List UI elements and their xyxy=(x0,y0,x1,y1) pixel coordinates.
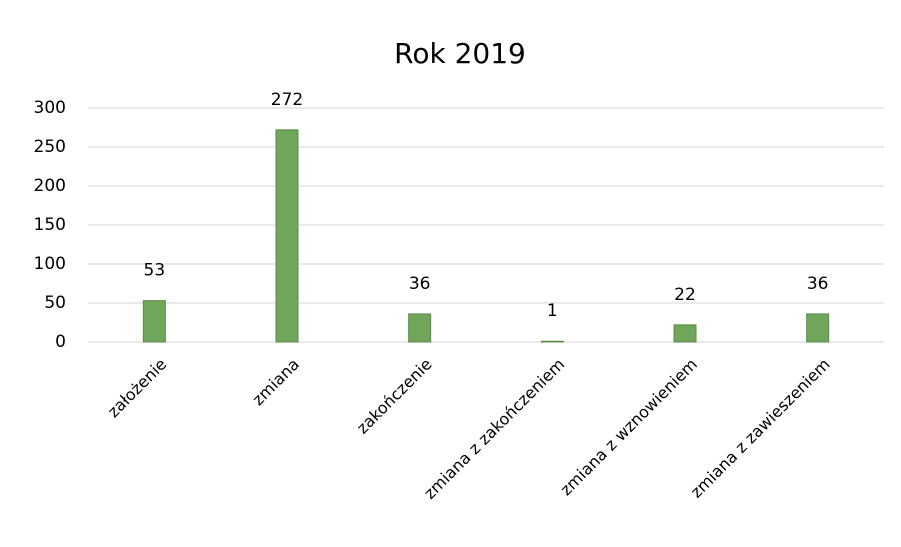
x-tick-label: zmiana xyxy=(248,355,303,410)
value-label: 1 xyxy=(547,301,558,321)
value-label: 53 xyxy=(144,261,166,281)
bar xyxy=(275,129,299,343)
y-tick-label: 300 xyxy=(34,98,66,118)
y-tick-label: 150 xyxy=(34,215,66,235)
x-tick-label: założenie xyxy=(104,355,171,422)
y-tick-label: 200 xyxy=(34,176,66,196)
x-tick-label: zmiana z zakończeniem xyxy=(420,355,568,503)
chart-title: Rok 2019 xyxy=(394,37,526,70)
y-tick-label: 100 xyxy=(34,254,66,274)
value-label: 36 xyxy=(409,274,431,294)
bar xyxy=(408,313,432,343)
x-tick-label: zmiana z zawieszeniem xyxy=(687,355,834,502)
bar xyxy=(142,300,166,343)
y-tick-label: 250 xyxy=(34,137,66,157)
value-label: 22 xyxy=(674,285,696,305)
bar xyxy=(806,313,830,343)
bar xyxy=(673,324,697,343)
x-tick-label: zmiana z wznowieniem xyxy=(556,355,701,500)
value-label: 272 xyxy=(271,90,303,110)
y-tick-label: 0 xyxy=(55,332,66,352)
x-tick-label: zakończenie xyxy=(353,355,436,438)
bar xyxy=(540,340,564,343)
y-tick-label: 50 xyxy=(44,293,66,313)
value-label: 36 xyxy=(807,274,829,294)
